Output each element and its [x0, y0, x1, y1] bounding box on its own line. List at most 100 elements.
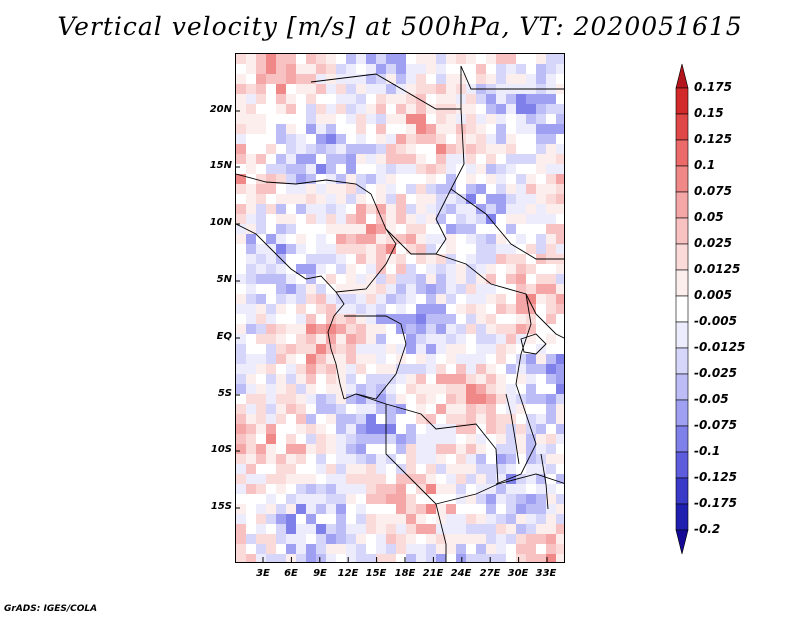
velocity-cell [426, 324, 436, 334]
velocity-cell [536, 204, 546, 214]
velocity-cell [536, 304, 546, 314]
velocity-cell [466, 234, 476, 244]
velocity-cell [266, 134, 276, 144]
velocity-cell [406, 464, 416, 474]
velocity-cell [456, 484, 466, 494]
velocity-cell [416, 134, 426, 144]
velocity-cell [326, 104, 336, 114]
velocity-cell [286, 474, 296, 484]
velocity-cell [336, 234, 346, 244]
velocity-cell [286, 74, 296, 84]
velocity-cell [436, 444, 446, 454]
velocity-cell [336, 54, 346, 64]
velocity-cell [536, 514, 546, 524]
velocity-cell [506, 134, 516, 144]
velocity-cell [496, 214, 506, 224]
velocity-cell [546, 374, 556, 384]
velocity-cell [416, 264, 426, 274]
velocity-cell [366, 84, 376, 94]
velocity-cell [506, 544, 516, 554]
velocity-cell [466, 254, 476, 264]
velocity-cell [356, 64, 366, 74]
velocity-cell [266, 504, 276, 514]
velocity-cell [506, 274, 516, 284]
velocity-cell [406, 84, 416, 94]
velocity-cell [396, 364, 406, 374]
velocity-cell [526, 294, 536, 304]
velocity-cell [306, 424, 316, 434]
velocity-cell [496, 384, 506, 394]
velocity-cell [506, 54, 516, 64]
velocity-cell [256, 144, 266, 154]
velocity-cell [476, 384, 486, 394]
velocity-cell [286, 304, 296, 314]
velocity-cell [516, 364, 526, 374]
velocity-cell [336, 544, 346, 554]
velocity-cell [556, 164, 564, 174]
velocity-cell [266, 554, 276, 562]
velocity-cell [376, 194, 386, 204]
velocity-cell [556, 274, 564, 284]
velocity-cell [346, 334, 356, 344]
velocity-cell [386, 534, 396, 544]
velocity-cell [466, 164, 476, 174]
velocity-cell [436, 164, 446, 174]
velocity-cell [286, 514, 296, 524]
velocity-cell [366, 54, 376, 64]
velocity-cell [346, 314, 356, 324]
velocity-cell [306, 294, 316, 304]
velocity-cell [246, 334, 256, 344]
velocity-cell [376, 534, 386, 544]
velocity-cell [386, 384, 396, 394]
velocity-cell [356, 114, 366, 124]
velocity-cell [296, 144, 306, 154]
velocity-cell [426, 464, 436, 474]
velocity-cell [346, 244, 356, 254]
velocity-cell [346, 184, 356, 194]
velocity-cell [406, 444, 416, 454]
velocity-cell [376, 494, 386, 504]
lake-malawi [540, 453, 549, 510]
velocity-cell [496, 284, 506, 294]
velocity-cell [366, 474, 376, 484]
velocity-cell [396, 324, 406, 334]
velocity-cell [416, 164, 426, 174]
velocity-cell [526, 384, 536, 394]
velocity-cell [406, 154, 416, 164]
velocity-cell [446, 344, 456, 354]
velocity-cell [466, 184, 476, 194]
velocity-cell [496, 54, 506, 64]
velocity-cell [466, 104, 476, 114]
velocity-cell [556, 264, 564, 274]
velocity-cell [376, 254, 386, 264]
velocity-cell [346, 344, 356, 354]
velocity-cell [356, 304, 366, 314]
velocity-cell [496, 344, 506, 354]
velocity-cell [496, 74, 506, 84]
velocity-cell [276, 84, 286, 94]
velocity-cell [536, 244, 546, 254]
velocity-cell [386, 144, 396, 154]
velocity-cell [536, 464, 546, 474]
velocity-cell [376, 264, 386, 274]
velocity-cell [536, 434, 546, 444]
velocity-cell [386, 214, 396, 224]
velocity-cell [516, 304, 526, 314]
velocity-cell [496, 194, 506, 204]
velocity-cell [506, 224, 516, 234]
velocity-cell [406, 164, 416, 174]
lon-label: 12E [337, 568, 359, 579]
velocity-cell [336, 214, 346, 224]
velocity-cell [386, 284, 396, 294]
velocity-cell [396, 374, 406, 384]
velocity-cell [346, 94, 356, 104]
velocity-cell [346, 64, 356, 74]
velocity-cell [336, 274, 346, 284]
velocity-cell [516, 274, 526, 284]
velocity-cell [406, 124, 416, 134]
coastline-west [236, 223, 345, 400]
velocity-cell [316, 424, 326, 434]
velocity-cell [446, 464, 456, 474]
velocity-cell [306, 334, 316, 344]
velocity-cell [556, 134, 564, 144]
